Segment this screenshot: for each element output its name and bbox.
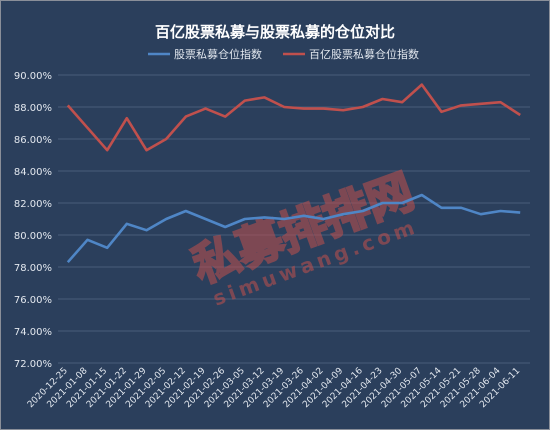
gridlines [58,74,530,364]
y-tick-label: 74.00% [14,327,52,338]
y-tick-label: 78.00% [14,263,52,274]
legend-label: 百亿股票私募仓位指数 [309,47,419,61]
series-line-big-stock-private [66,83,521,152]
legend: 股票私募仓位指数 百亿股票私募仓位指数 [148,47,419,61]
y-tick-label: 72.00% [14,359,52,370]
series-lines [66,83,521,264]
y-tick-label: 82.00% [14,199,52,210]
series-line-stock-private [66,193,521,264]
chart-title: 百亿股票私募与股票私募的仓位对比 [155,23,395,41]
y-tick-label: 86.00% [14,135,52,146]
y-tick-label: 88.00% [14,103,52,114]
y-tick-label: 84.00% [14,167,52,178]
y-tick-label: 80.00% [14,231,52,242]
y-tick-label: 76.00% [14,295,52,306]
legend-label: 股票私募仓位指数 [174,47,262,61]
x-axis: 2020-12-252021-01-082021-01-152021-01-22… [26,366,522,410]
y-tick-label: 90.00% [14,71,52,82]
y-axis: 72.00% 74.00% 76.00% 78.00% 80.00% 82.00% 84.0… [14,71,52,370]
